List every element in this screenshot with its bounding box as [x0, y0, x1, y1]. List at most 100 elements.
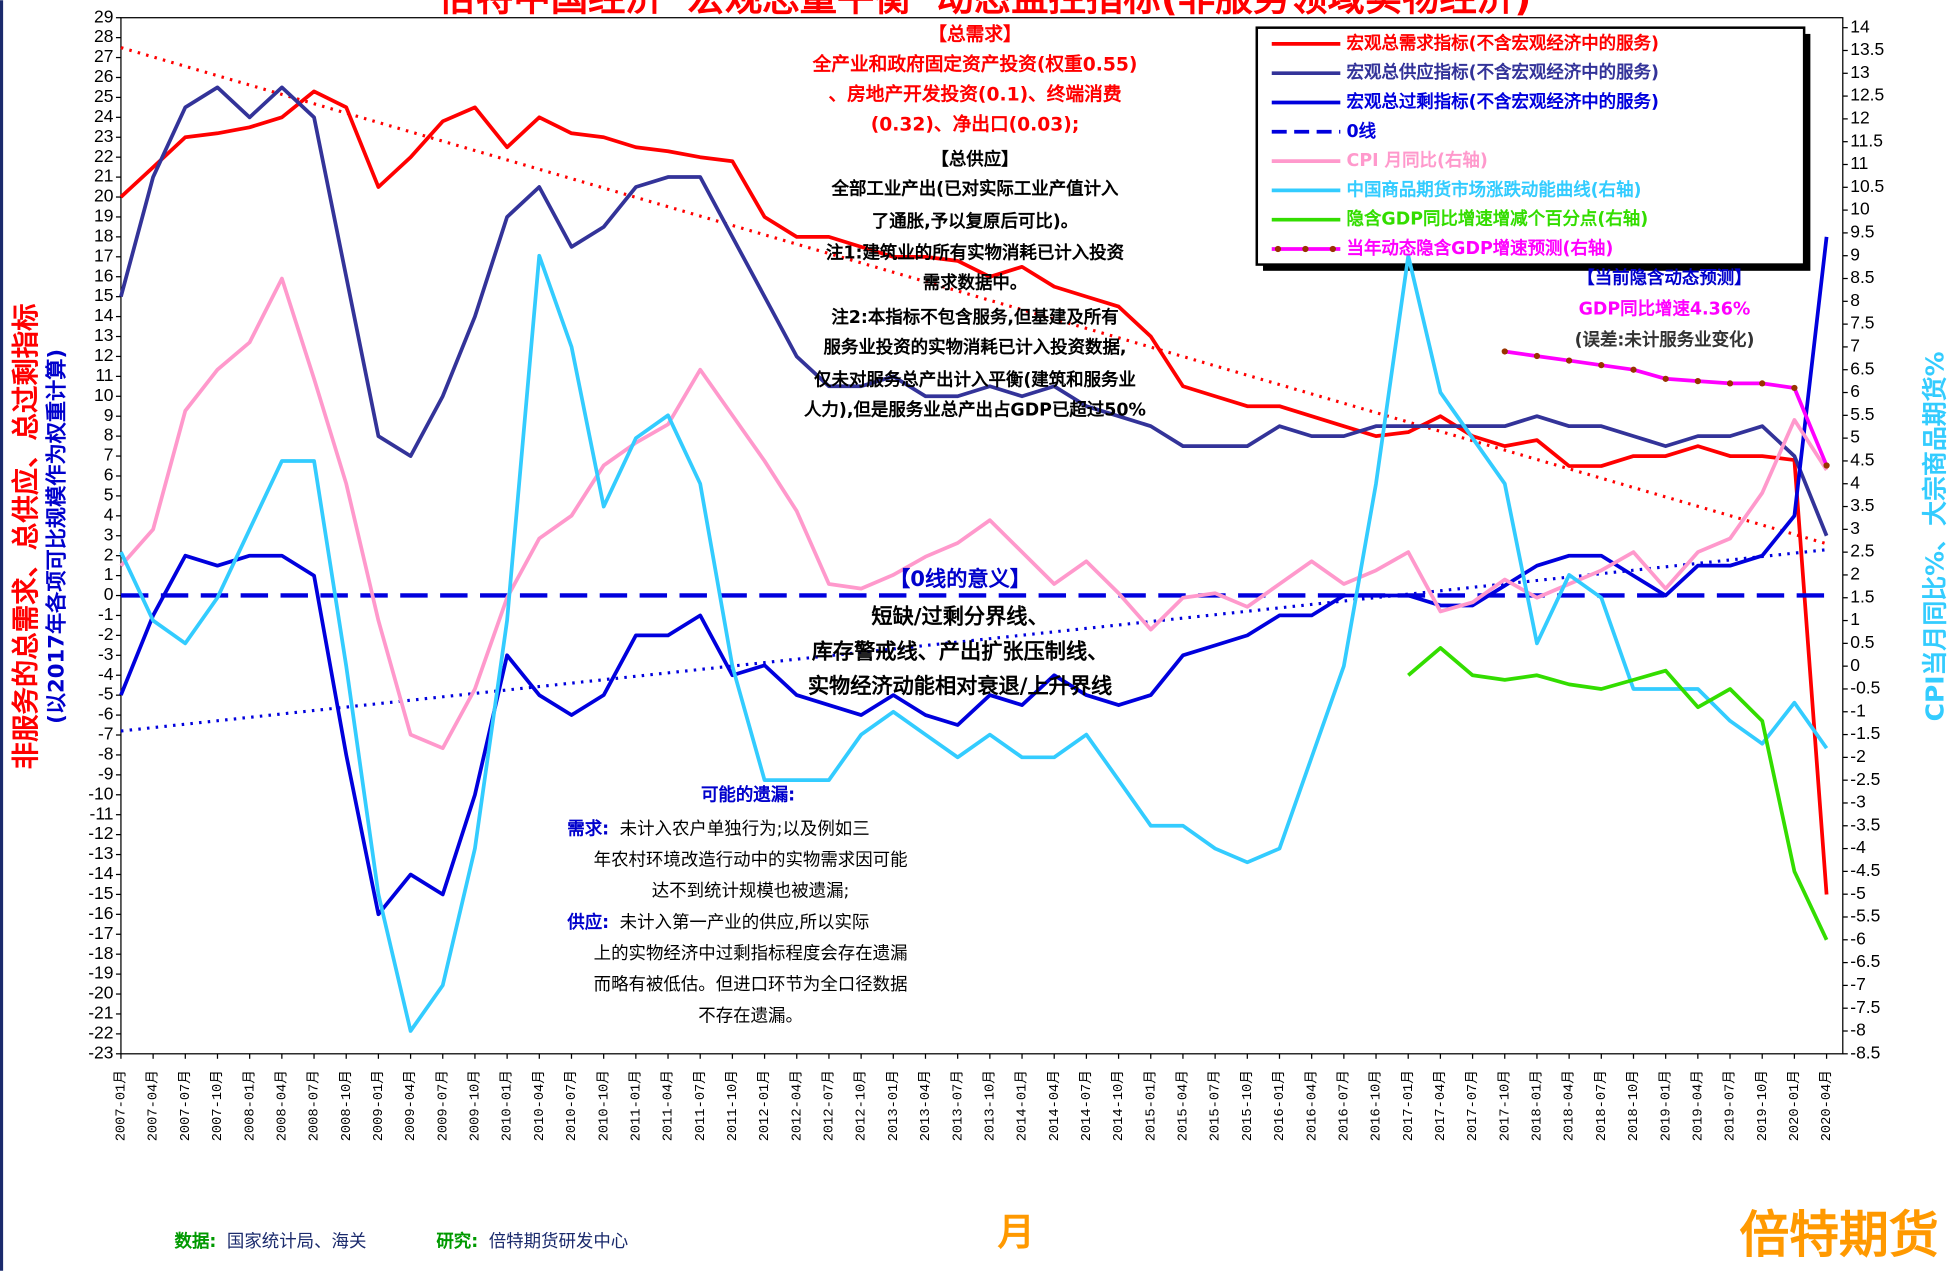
annotation: 【0线的意义】	[889, 566, 1031, 591]
y-tick-label: -2	[98, 624, 114, 644]
y-tick-label: 16	[94, 265, 113, 285]
series-marker	[1694, 378, 1701, 385]
annotation: 仅未对服务总产出计入平衡(建筑和服务业	[813, 370, 1136, 391]
y2-tick-label: -8	[1850, 1020, 1866, 1040]
y-tick-label: -3	[98, 644, 114, 664]
y-tick-label: 13	[94, 325, 113, 345]
x-tick-label: 2013-10月	[982, 1070, 998, 1141]
y-tick-label: -15	[88, 883, 113, 903]
series-marker	[1823, 462, 1830, 469]
y-tick-label: -20	[88, 983, 114, 1003]
series-line	[119, 89, 1829, 895]
footer-text: 倍特期货研发中心	[489, 1232, 628, 1252]
y-tick-label: -9	[98, 763, 114, 783]
annotation: (0.32)、净出口(0.03);	[871, 113, 1080, 135]
x-tick-label: 2008-10月	[339, 1070, 355, 1141]
legend-label: CPI 月同比(右轴)	[1347, 150, 1488, 171]
y-tick-label: 21	[94, 166, 113, 186]
y2-tick-label: 2	[1850, 564, 1860, 584]
y-tick-label: -4	[98, 664, 114, 684]
annotation: 供应:	[566, 912, 609, 933]
y2-tick-label: 3	[1850, 518, 1860, 538]
series-line	[119, 85, 1829, 537]
annotation: 达不到统计规模也被遗漏;	[652, 882, 850, 902]
annotation: 上的实物经济中过剩指标程度会存在遗漏	[594, 944, 908, 964]
y-tick-label: -23	[88, 1042, 113, 1062]
footer-text: 国家统计局、海关	[227, 1232, 366, 1252]
y-tick-label: 10	[94, 385, 114, 405]
annotation: 、房地产开发投资(0.1)、终端消费	[828, 84, 1121, 106]
annotation: 全部工业产出(已对实际工业产值计入	[831, 179, 1120, 200]
annotation: (误差:未计服务业变化)	[1575, 330, 1755, 351]
annotation: 了通胀,予以复原后可比)。	[872, 211, 1078, 232]
y2-tick-label: 0	[1850, 655, 1860, 675]
series-line	[119, 253, 1829, 1033]
y-axis-sublabel: (以2017年各项可比规模作为权重计算)	[43, 349, 68, 724]
y-tick-label: -10	[88, 783, 114, 803]
y-tick-label: 4	[104, 504, 114, 524]
series-line	[119, 236, 1829, 917]
y-tick-label: 29	[94, 6, 113, 26]
series-marker	[1662, 375, 1669, 382]
x-tick-label: 2012-10月	[854, 1070, 870, 1141]
legend-label: 中国商品期货市场涨跌动能曲线(右轴)	[1347, 179, 1642, 200]
y-tick-label: -22	[88, 1022, 113, 1042]
x-tick-label: 2017-10月	[1497, 1070, 1513, 1141]
x-tick-label: 2014-10月	[1111, 1070, 1127, 1141]
x-tick-label: 2009-07月	[435, 1070, 451, 1141]
annotation: 实物经济动能相对衰退/上升界线	[808, 673, 1112, 698]
series-marker	[1533, 352, 1541, 360]
y-tick-label: 18	[94, 225, 113, 245]
x-tick-label: 2016-10月	[1369, 1070, 1385, 1141]
x-tick-label: 2019-01月	[1658, 1070, 1674, 1141]
x-tick-label: 2015-07月	[1208, 1070, 1224, 1141]
chart-title: 倍特中国经济“宏观总量平衡”动态监控指标(非服务领域实物经济)	[439, 0, 1532, 20]
y-tick-label: 20	[94, 186, 114, 206]
y-tick-label: -7	[98, 724, 114, 744]
y-tick-label: -19	[88, 963, 113, 983]
y2-tick-label: 4	[1850, 472, 1860, 492]
y-tick-label: -14	[88, 863, 114, 883]
legend-marker	[1274, 245, 1282, 253]
y2-tick-label: -4	[1850, 837, 1866, 857]
x-tick-label: 2015-10月	[1240, 1070, 1256, 1141]
x-tick-label: 2016-01月	[1272, 1070, 1288, 1141]
x-tick-label: 2019-10月	[1755, 1070, 1771, 1141]
y2-tick-label: 5	[1850, 427, 1860, 447]
x-tick-label: 2016-07月	[1336, 1070, 1352, 1141]
x-tick-label: 2013-07月	[950, 1070, 966, 1141]
annotation: 【当前隐含动态预测】	[1577, 267, 1751, 288]
x-tick-label: 2010-07月	[564, 1070, 580, 1141]
y-tick-label: -18	[88, 943, 113, 963]
x-tick-label: 2017-04月	[1433, 1070, 1449, 1141]
x-tick-label: 2012-07月	[822, 1070, 838, 1141]
y2-tick-label: -3.5	[1850, 814, 1880, 834]
x-tick-label: 2020-01月	[1787, 1070, 1803, 1141]
y-tick-label: 5	[104, 485, 114, 505]
y-axis-label: 非服务的总需求、总供应、总过剩指标	[10, 303, 42, 769]
annotation: 人力),但是服务业总产出占GDP已超过50%	[804, 399, 1146, 420]
annotation: 而略有被低估。但进口环节为全口径数据	[594, 975, 908, 995]
y-tick-label: 8	[104, 425, 114, 445]
y-tick-label: 2	[104, 544, 114, 564]
x-tick-label: 2008-04月	[274, 1070, 290, 1141]
x-tick-label: 2012-01月	[757, 1070, 773, 1141]
x-tick-label: 2010-10月	[596, 1070, 612, 1141]
x-tick-label: 2009-04月	[403, 1070, 419, 1141]
y-tick-label: -11	[90, 803, 114, 823]
y-tick-label: -8	[98, 744, 114, 764]
y2-tick-label: -1.5	[1850, 723, 1880, 743]
y2-tick-label: 6.5	[1850, 358, 1874, 378]
logo: 倍特期货	[1739, 1206, 1938, 1264]
x-tick-label: 2015-04月	[1176, 1070, 1192, 1141]
series-line	[1407, 646, 1829, 941]
x-tick-label: 2014-07月	[1079, 1070, 1095, 1141]
y2-tick-label: -2.5	[1850, 769, 1880, 789]
y2-tick-label: 7.5	[1850, 313, 1874, 333]
x-tick-label: 2014-01月	[1015, 1070, 1031, 1141]
y2-tick-label: -7.5	[1850, 997, 1880, 1017]
series-marker	[1630, 366, 1637, 373]
y2-tick-label: 6	[1850, 381, 1860, 401]
y2-tick-label: -1	[1850, 700, 1866, 720]
y2-tick-label: 13	[1850, 62, 1869, 82]
